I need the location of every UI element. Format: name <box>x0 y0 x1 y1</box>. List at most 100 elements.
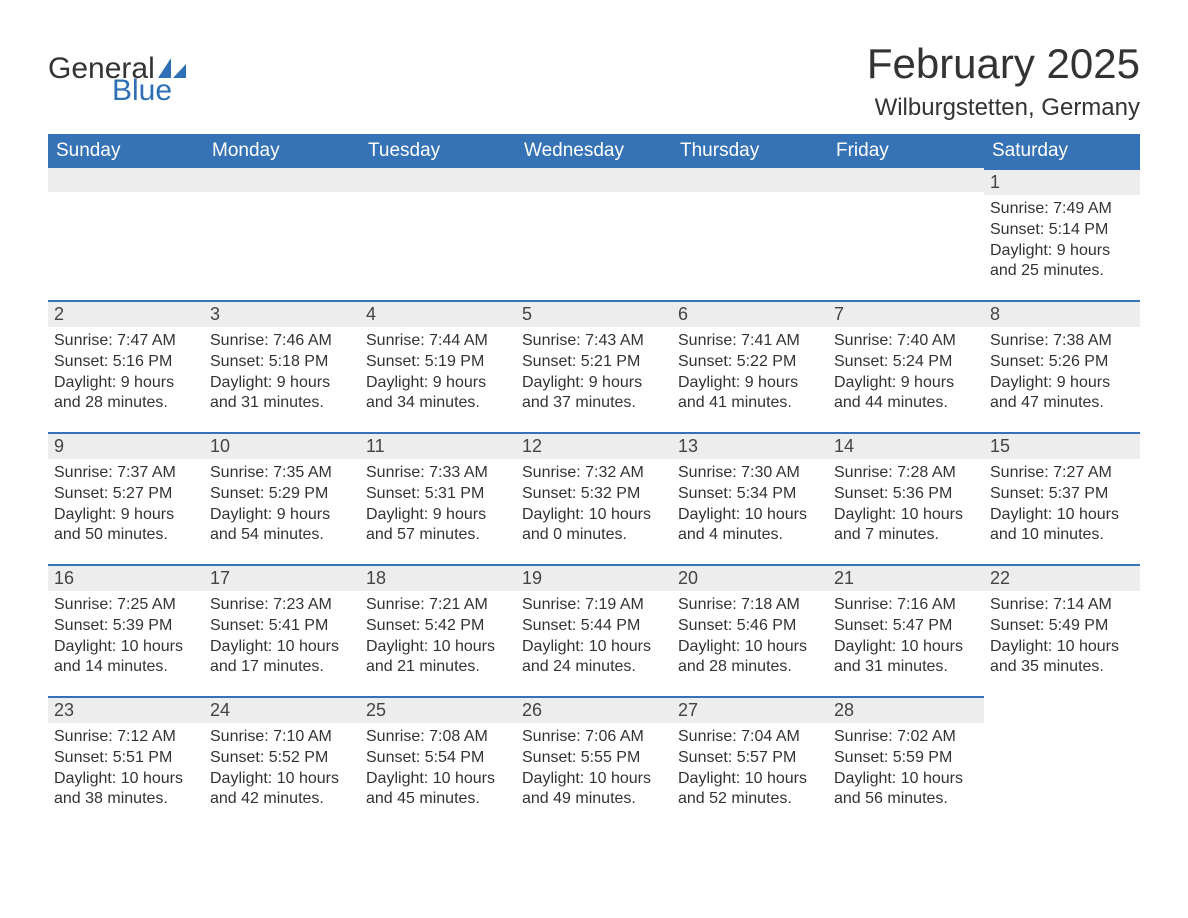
day-details: Sunrise: 7:14 AMSunset: 5:49 PMDaylight:… <box>984 591 1140 682</box>
day-number: 10 <box>204 432 360 459</box>
sunrise-line: Sunrise: 7:41 AM <box>678 331 822 352</box>
daylight-line: Daylight: 9 hours and 31 minutes. <box>210 373 354 415</box>
weekday-header: Monday <box>204 134 360 168</box>
sunset-line: Sunset: 5:32 PM <box>522 484 666 505</box>
calendar-day-cell: 25Sunrise: 7:08 AMSunset: 5:54 PMDayligh… <box>360 696 516 828</box>
sunset-line: Sunset: 5:51 PM <box>54 748 198 769</box>
day-details: Sunrise: 7:16 AMSunset: 5:47 PMDaylight:… <box>828 591 984 682</box>
calendar-day-cell: 23Sunrise: 7:12 AMSunset: 5:51 PMDayligh… <box>48 696 204 828</box>
daylight-line: Daylight: 10 hours and 21 minutes. <box>366 637 510 679</box>
sunrise-line: Sunrise: 7:10 AM <box>210 727 354 748</box>
day-number: 12 <box>516 432 672 459</box>
empty-day-bar <box>828 168 984 192</box>
calendar-day-cell: 26Sunrise: 7:06 AMSunset: 5:55 PMDayligh… <box>516 696 672 828</box>
sunset-line: Sunset: 5:41 PM <box>210 616 354 637</box>
day-number: 26 <box>516 696 672 723</box>
sunrise-line: Sunrise: 7:33 AM <box>366 463 510 484</box>
sunset-line: Sunset: 5:36 PM <box>834 484 978 505</box>
calendar-empty-cell <box>360 168 516 300</box>
day-details: Sunrise: 7:41 AMSunset: 5:22 PMDaylight:… <box>672 327 828 418</box>
sunset-line: Sunset: 5:19 PM <box>366 352 510 373</box>
calendar-day-cell: 1Sunrise: 7:49 AMSunset: 5:14 PMDaylight… <box>984 168 1140 300</box>
day-details: Sunrise: 7:28 AMSunset: 5:36 PMDaylight:… <box>828 459 984 550</box>
day-number: 13 <box>672 432 828 459</box>
daylight-line: Daylight: 9 hours and 34 minutes. <box>366 373 510 415</box>
weekday-header: Wednesday <box>516 134 672 168</box>
logo: General Blue <box>48 52 186 106</box>
sunrise-line: Sunrise: 7:02 AM <box>834 727 978 748</box>
calendar-day-cell: 16Sunrise: 7:25 AMSunset: 5:39 PMDayligh… <box>48 564 204 696</box>
day-number: 27 <box>672 696 828 723</box>
weekday-header: Tuesday <box>360 134 516 168</box>
sunrise-line: Sunrise: 7:28 AM <box>834 463 978 484</box>
daylight-line: Daylight: 10 hours and 28 minutes. <box>678 637 822 679</box>
calendar-day-cell: 20Sunrise: 7:18 AMSunset: 5:46 PMDayligh… <box>672 564 828 696</box>
calendar-week-row: 9Sunrise: 7:37 AMSunset: 5:27 PMDaylight… <box>48 432 1140 564</box>
day-number: 22 <box>984 564 1140 591</box>
day-details: Sunrise: 7:46 AMSunset: 5:18 PMDaylight:… <box>204 327 360 418</box>
day-details: Sunrise: 7:02 AMSunset: 5:59 PMDaylight:… <box>828 723 984 814</box>
sunset-line: Sunset: 5:37 PM <box>990 484 1134 505</box>
day-number: 28 <box>828 696 984 723</box>
day-number: 25 <box>360 696 516 723</box>
day-number: 23 <box>48 696 204 723</box>
logo-word-2: Blue <box>112 76 186 106</box>
day-number: 8 <box>984 300 1140 327</box>
calendar-empty-cell <box>984 696 1140 828</box>
empty-day-bar <box>672 168 828 192</box>
weekday-header: Friday <box>828 134 984 168</box>
day-details: Sunrise: 7:19 AMSunset: 5:44 PMDaylight:… <box>516 591 672 682</box>
sunrise-line: Sunrise: 7:19 AM <box>522 595 666 616</box>
location-text: Wilburgstetten, Germany <box>867 94 1140 122</box>
sunrise-line: Sunrise: 7:30 AM <box>678 463 822 484</box>
sunset-line: Sunset: 5:39 PM <box>54 616 198 637</box>
calendar-empty-cell <box>516 168 672 300</box>
day-details: Sunrise: 7:44 AMSunset: 5:19 PMDaylight:… <box>360 327 516 418</box>
calendar-empty-cell <box>48 168 204 300</box>
calendar-week-row: 2Sunrise: 7:47 AMSunset: 5:16 PMDaylight… <box>48 300 1140 432</box>
daylight-line: Daylight: 10 hours and 49 minutes. <box>522 769 666 811</box>
sunrise-line: Sunrise: 7:47 AM <box>54 331 198 352</box>
daylight-line: Daylight: 9 hours and 25 minutes. <box>990 241 1134 283</box>
day-details: Sunrise: 7:33 AMSunset: 5:31 PMDaylight:… <box>360 459 516 550</box>
calendar-week-row: 16Sunrise: 7:25 AMSunset: 5:39 PMDayligh… <box>48 564 1140 696</box>
sunset-line: Sunset: 5:14 PM <box>990 220 1134 241</box>
calendar-day-cell: 2Sunrise: 7:47 AMSunset: 5:16 PMDaylight… <box>48 300 204 432</box>
page-header: General Blue February 2025 Wilburgstette… <box>48 40 1140 122</box>
sunrise-line: Sunrise: 7:06 AM <box>522 727 666 748</box>
calendar-page: General Blue February 2025 Wilburgstette… <box>0 0 1188 918</box>
day-number: 1 <box>984 168 1140 195</box>
day-number: 4 <box>360 300 516 327</box>
daylight-line: Daylight: 10 hours and 17 minutes. <box>210 637 354 679</box>
daylight-line: Daylight: 10 hours and 7 minutes. <box>834 505 978 547</box>
day-details: Sunrise: 7:27 AMSunset: 5:37 PMDaylight:… <box>984 459 1140 550</box>
day-number: 16 <box>48 564 204 591</box>
sunset-line: Sunset: 5:47 PM <box>834 616 978 637</box>
calendar-table: SundayMondayTuesdayWednesdayThursdayFrid… <box>48 134 1140 828</box>
day-number: 7 <box>828 300 984 327</box>
daylight-line: Daylight: 9 hours and 37 minutes. <box>522 373 666 415</box>
calendar-day-cell: 19Sunrise: 7:19 AMSunset: 5:44 PMDayligh… <box>516 564 672 696</box>
daylight-line: Daylight: 10 hours and 0 minutes. <box>522 505 666 547</box>
calendar-day-cell: 15Sunrise: 7:27 AMSunset: 5:37 PMDayligh… <box>984 432 1140 564</box>
empty-day-bar <box>204 168 360 192</box>
empty-day-bar <box>516 168 672 192</box>
day-details: Sunrise: 7:21 AMSunset: 5:42 PMDaylight:… <box>360 591 516 682</box>
calendar-week-row: 1Sunrise: 7:49 AMSunset: 5:14 PMDaylight… <box>48 168 1140 300</box>
sunrise-line: Sunrise: 7:04 AM <box>678 727 822 748</box>
day-number: 11 <box>360 432 516 459</box>
day-details: Sunrise: 7:04 AMSunset: 5:57 PMDaylight:… <box>672 723 828 814</box>
empty-day-bar <box>48 168 204 192</box>
empty-day-bar <box>360 168 516 192</box>
sunset-line: Sunset: 5:29 PM <box>210 484 354 505</box>
day-number: 9 <box>48 432 204 459</box>
daylight-line: Daylight: 10 hours and 56 minutes. <box>834 769 978 811</box>
sunrise-line: Sunrise: 7:18 AM <box>678 595 822 616</box>
calendar-day-cell: 8Sunrise: 7:38 AMSunset: 5:26 PMDaylight… <box>984 300 1140 432</box>
day-number: 3 <box>204 300 360 327</box>
calendar-day-cell: 4Sunrise: 7:44 AMSunset: 5:19 PMDaylight… <box>360 300 516 432</box>
sunset-line: Sunset: 5:31 PM <box>366 484 510 505</box>
sunrise-line: Sunrise: 7:43 AM <box>522 331 666 352</box>
calendar-week-row: 23Sunrise: 7:12 AMSunset: 5:51 PMDayligh… <box>48 696 1140 828</box>
calendar-day-cell: 10Sunrise: 7:35 AMSunset: 5:29 PMDayligh… <box>204 432 360 564</box>
